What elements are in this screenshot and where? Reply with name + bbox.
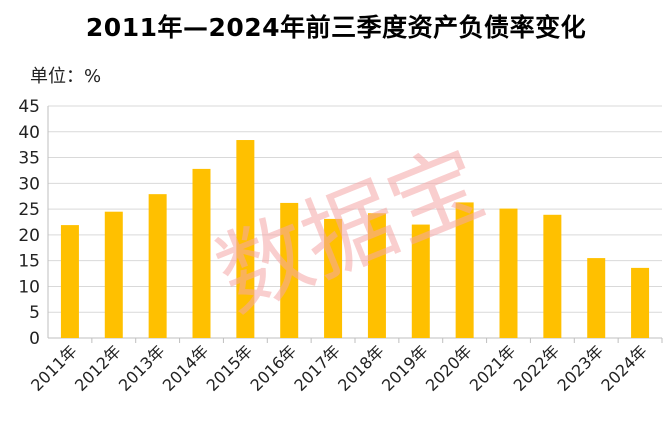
x-tick-label: 2011年 [27, 341, 81, 395]
bar-2015年 [236, 140, 255, 338]
y-tick-label: 40 [18, 123, 40, 143]
x-tick-label: 2016年 [246, 341, 300, 395]
y-tick-label: 35 [18, 149, 40, 169]
bar-2023年 [587, 258, 606, 338]
bar-2024年 [631, 267, 650, 338]
y-tick-label: 25 [18, 200, 40, 220]
x-tick-label: 2020年 [422, 341, 476, 395]
y-tick-label: 30 [18, 174, 40, 194]
bar-2018年 [367, 213, 386, 338]
bar-2012年 [104, 211, 123, 338]
x-tick-label: 2015年 [203, 341, 257, 395]
y-tick-label: 45 [18, 97, 40, 117]
x-tick-label: 2023年 [553, 341, 607, 395]
bar-2020年 [455, 202, 474, 338]
bar-2016年 [280, 202, 299, 338]
x-tick-label: 2024年 [597, 341, 651, 395]
x-tick-label: 2013年 [115, 341, 169, 395]
bar-2021年 [499, 208, 518, 338]
x-tick-label: 2021年 [466, 341, 520, 395]
x-tick-label: 2019年 [378, 341, 432, 395]
y-tick-label: 0 [29, 329, 40, 349]
y-tick-label: 15 [18, 252, 40, 272]
x-tick-label: 2012年 [71, 341, 125, 395]
x-tick-label: 2022年 [510, 341, 564, 395]
bar-2017年 [324, 218, 343, 338]
y-tick-label: 5 [29, 303, 40, 323]
x-tick-label: 2017年 [290, 341, 344, 395]
y-tick-label: 10 [18, 277, 40, 297]
bar-2011年 [60, 225, 79, 338]
bar-2022年 [543, 214, 562, 338]
bar-2019年 [411, 224, 430, 338]
unit-label: 单位：% [30, 66, 102, 87]
x-tick-label: 2014年 [159, 341, 213, 395]
x-tick-label: 2018年 [334, 341, 388, 395]
bar-2014年 [192, 168, 211, 338]
y-tick-label: 20 [18, 226, 40, 246]
chart-title: 2011年—2024年前三季度资产负债率变化 [85, 13, 587, 42]
bar-2013年 [148, 194, 167, 338]
